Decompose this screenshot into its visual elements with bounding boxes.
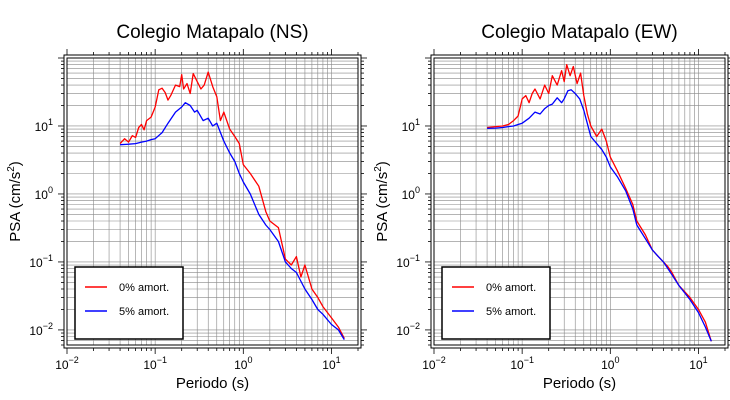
legend-label: 0% amort.: [119, 282, 169, 294]
y-tick-label: 10−2: [396, 321, 420, 338]
series-line-blue: [487, 89, 712, 342]
y-axis-label-end: ): [7, 161, 24, 166]
legend: 0% amort. 5% amort.: [441, 266, 551, 340]
x-tick-label-base: 10: [322, 358, 336, 372]
legend-label: 0% amort.: [486, 282, 536, 294]
x-axis-label: Periodo (s): [176, 375, 249, 392]
x-tick-label-exp: 1: [336, 355, 341, 365]
x-tick-label: 10−2: [55, 355, 79, 372]
axis-ticks: [58, 49, 367, 354]
y-tick-label-base: 10: [29, 324, 43, 338]
y-tick-label-base: 10: [29, 256, 43, 270]
x-tick-label-base: 10: [234, 358, 248, 372]
y-axis-label-end: ): [374, 161, 391, 166]
y-tick-label: 10−2: [29, 321, 53, 338]
y-axis-label-main: PSA (cm/s: [374, 172, 391, 242]
y-tick-label-exp: −2: [43, 321, 53, 331]
y-axis-label: PSA (cm/s2): [6, 161, 24, 242]
y-tick-label: 101: [402, 117, 420, 134]
y-tick-label: 100: [402, 185, 420, 202]
x-tick-label: 10−1: [510, 355, 534, 372]
grid-lines: [433, 57, 726, 346]
y-tick-label-base: 10: [402, 188, 416, 202]
chart-title: Colegio Matapalo (NS): [116, 22, 308, 43]
plot-frame-outer: [430, 54, 729, 349]
x-tick-label-exp: −2: [69, 355, 79, 365]
x-tick-label-exp: 0: [247, 355, 252, 365]
y-tick-label-base: 10: [402, 120, 416, 134]
x-tick-label-exp: −2: [436, 355, 446, 365]
legend-label: 5% amort.: [486, 306, 536, 318]
x-tick-label-base: 10: [689, 358, 703, 372]
y-tick-label: 101: [35, 117, 53, 134]
legend-box: [74, 266, 184, 340]
x-tick-label-base: 10: [143, 358, 157, 372]
legend: 0% amort. 5% amort.: [74, 266, 184, 340]
y-tick-label-exp: 1: [48, 117, 53, 127]
y-tick-label: 10−1: [29, 253, 53, 270]
y-tick-label-exp: −1: [410, 253, 420, 263]
y-tick-label-exp: −2: [410, 321, 420, 331]
y-axis-label-sup: 2: [373, 166, 384, 172]
series-line-blue: [120, 102, 345, 340]
x-tick-label-base: 10: [422, 358, 436, 372]
x-tick-label: 101: [322, 355, 340, 372]
x-axis-label: Periodo (s): [543, 375, 616, 392]
y-tick-label: 100: [35, 185, 53, 202]
x-tick-label-base: 10: [510, 358, 524, 372]
y-tick-label-base: 10: [396, 324, 410, 338]
y-tick-label-exp: 0: [48, 185, 53, 195]
plot-frame: [433, 57, 726, 346]
legend-box: [441, 266, 551, 340]
x-tick-label-base: 10: [55, 358, 69, 372]
plot-frame: [66, 57, 359, 346]
x-tick-label-exp: 1: [703, 355, 708, 365]
y-tick-label-exp: 0: [415, 185, 420, 195]
y-axis-label-main: PSA (cm/s: [7, 172, 24, 242]
y-axis-label: PSA (cm/s2): [373, 161, 391, 242]
y-tick-label-base: 10: [35, 120, 49, 134]
x-tick-label-exp: 0: [614, 355, 619, 365]
x-tick-label: 10−2: [422, 355, 446, 372]
plot-frame-outer: [63, 54, 362, 349]
x-tick-label: 100: [234, 355, 252, 372]
y-tick-label-base: 10: [35, 188, 49, 202]
series-line-red: [119, 71, 345, 339]
series-group: [119, 71, 345, 340]
y-axis-label-sup: 2: [6, 166, 17, 172]
chart-title: Colegio Matapalo (EW): [481, 22, 677, 43]
x-tick-label: 101: [689, 355, 707, 372]
y-tick-label-exp: 1: [415, 117, 420, 127]
x-tick-label: 100: [601, 355, 619, 372]
legend-label: 5% amort.: [119, 306, 169, 318]
y-tick-label: 10−1: [396, 253, 420, 270]
x-tick-label: 10−1: [143, 355, 167, 372]
x-tick-label-base: 10: [601, 358, 615, 372]
series-group: [487, 63, 712, 342]
x-tick-label-exp: −1: [157, 355, 167, 365]
y-tick-label-base: 10: [396, 256, 410, 270]
x-tick-label-exp: −1: [524, 355, 534, 365]
y-tick-label-exp: −1: [43, 253, 53, 263]
